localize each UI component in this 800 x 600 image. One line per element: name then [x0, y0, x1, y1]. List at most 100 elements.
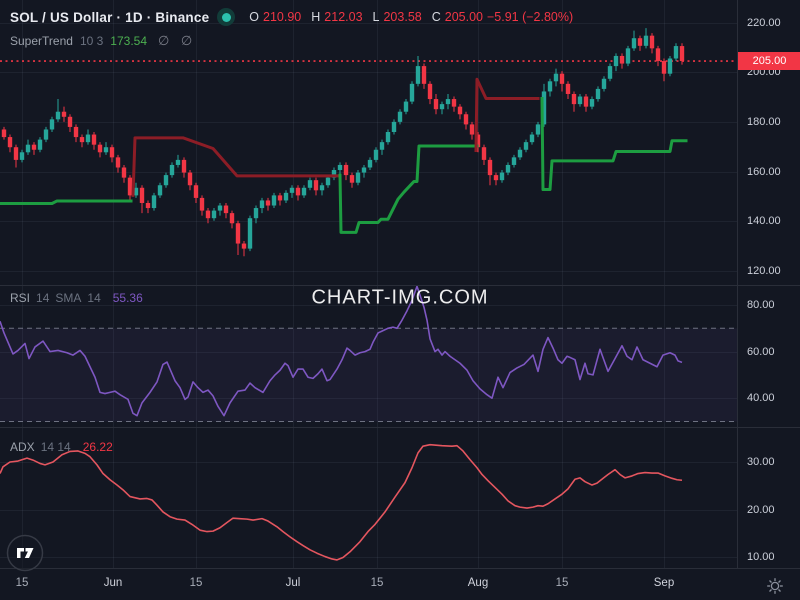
low-value: 203.58 — [383, 10, 422, 24]
candle — [367, 159, 373, 168]
price-axis-label: 220.00 — [747, 17, 781, 29]
candle — [283, 192, 289, 201]
candle — [223, 205, 229, 214]
candle — [667, 58, 673, 74]
candle — [415, 66, 421, 84]
candle — [289, 187, 295, 193]
candle — [577, 96, 583, 105]
candle — [295, 187, 301, 196]
last-price-badge: 205.00 — [738, 52, 800, 71]
candle — [61, 111, 67, 117]
candle — [169, 164, 175, 176]
tradingview-logo[interactable] — [6, 534, 44, 572]
candle — [229, 213, 235, 224]
candle — [67, 116, 73, 127]
price-axis[interactable]: 205.00 220.00 200.00 180.00 160.00 140.00 120… — [737, 0, 800, 568]
candle — [211, 210, 217, 219]
candle — [433, 99, 439, 110]
candle — [493, 175, 499, 181]
candle — [571, 93, 577, 105]
candle — [271, 195, 277, 206]
time-axis-label: Jul — [285, 577, 301, 589]
close-value: 205.00 — [444, 10, 483, 24]
supertrend-value: 173.54 — [110, 34, 147, 48]
candle — [175, 159, 181, 165]
candle — [253, 208, 259, 219]
candle — [241, 243, 247, 249]
adx-value: 26.22 — [82, 440, 113, 454]
candle — [613, 55, 619, 67]
watermark: CHART-IMG.COM — [311, 286, 489, 309]
price-axis-label: 30.00 — [747, 456, 775, 468]
time-axis-label: Jun — [103, 577, 123, 589]
candle — [151, 195, 157, 209]
time-axis-label: 15 — [15, 577, 29, 589]
candle — [199, 197, 205, 211]
candle — [181, 159, 187, 173]
candle — [205, 210, 211, 219]
adx-legend[interactable]: ADX 14 14 26.22 — [10, 440, 113, 454]
candle — [661, 61, 667, 74]
candle — [589, 99, 595, 107]
supertrend-params: 10 3 — [79, 34, 104, 48]
candle — [115, 157, 121, 168]
candle — [655, 48, 661, 62]
high-value: 212.03 — [324, 10, 363, 24]
candle — [349, 175, 355, 183]
candle — [679, 46, 685, 62]
change-value: −5.91 (−2.80%) — [486, 10, 574, 24]
candle — [379, 142, 385, 150]
candle — [277, 195, 283, 201]
price-axis-label: 160.00 — [747, 166, 781, 178]
candle — [73, 126, 79, 138]
candle — [325, 177, 331, 186]
candle — [187, 172, 193, 186]
candle — [217, 205, 223, 211]
candle — [235, 223, 241, 244]
time-axis-label: 15 — [189, 577, 203, 589]
time-axis[interactable]: 15 Jun 15 Jul 15 Aug 15 Sep — [0, 568, 800, 600]
candle — [619, 55, 625, 64]
price-axis-label: 60.00 — [747, 346, 775, 358]
candle — [49, 119, 55, 130]
candle — [127, 177, 133, 196]
chart-img-logo-icon — [217, 8, 236, 26]
candle — [55, 111, 61, 120]
candle — [475, 134, 481, 148]
rsi-legend[interactable]: RSI 14 SMA 14 55.36 — [10, 291, 143, 305]
price-axis-label: 10.00 — [747, 551, 775, 563]
candle — [139, 187, 145, 203]
price-axis-label: 140.00 — [747, 215, 781, 227]
candle — [373, 149, 379, 160]
time-axis-label: Sep — [653, 577, 675, 589]
candle — [553, 73, 559, 82]
candle — [31, 144, 37, 150]
rsi-param: 14 — [36, 291, 50, 305]
candle — [343, 164, 349, 176]
candle — [313, 180, 319, 191]
gear-icon[interactable] — [764, 575, 786, 597]
candle — [547, 81, 553, 92]
candle — [43, 129, 49, 140]
candle — [595, 88, 601, 100]
time-axis-label: 15 — [555, 577, 569, 589]
candle — [463, 114, 469, 125]
candle — [13, 147, 19, 160]
candle — [481, 147, 487, 160]
rsi-sma-param: 14 — [87, 291, 101, 305]
supertrend-name: SuperTrend — [10, 34, 73, 48]
adx-params: 14 14 — [40, 440, 71, 454]
candle — [403, 101, 409, 112]
candle — [601, 78, 607, 89]
supertrend-legend[interactable]: SuperTrend 10 3 173.54 ∅ ∅ — [10, 33, 196, 49]
rsi-sma-name: SMA — [55, 291, 82, 305]
candle — [535, 124, 541, 135]
candle — [541, 91, 547, 125]
candle — [25, 144, 31, 153]
adx-name: ADX — [10, 440, 35, 454]
rsi-value: 55.36 — [112, 291, 143, 305]
candle — [565, 83, 571, 94]
candle — [19, 152, 25, 160]
candle — [385, 132, 391, 143]
